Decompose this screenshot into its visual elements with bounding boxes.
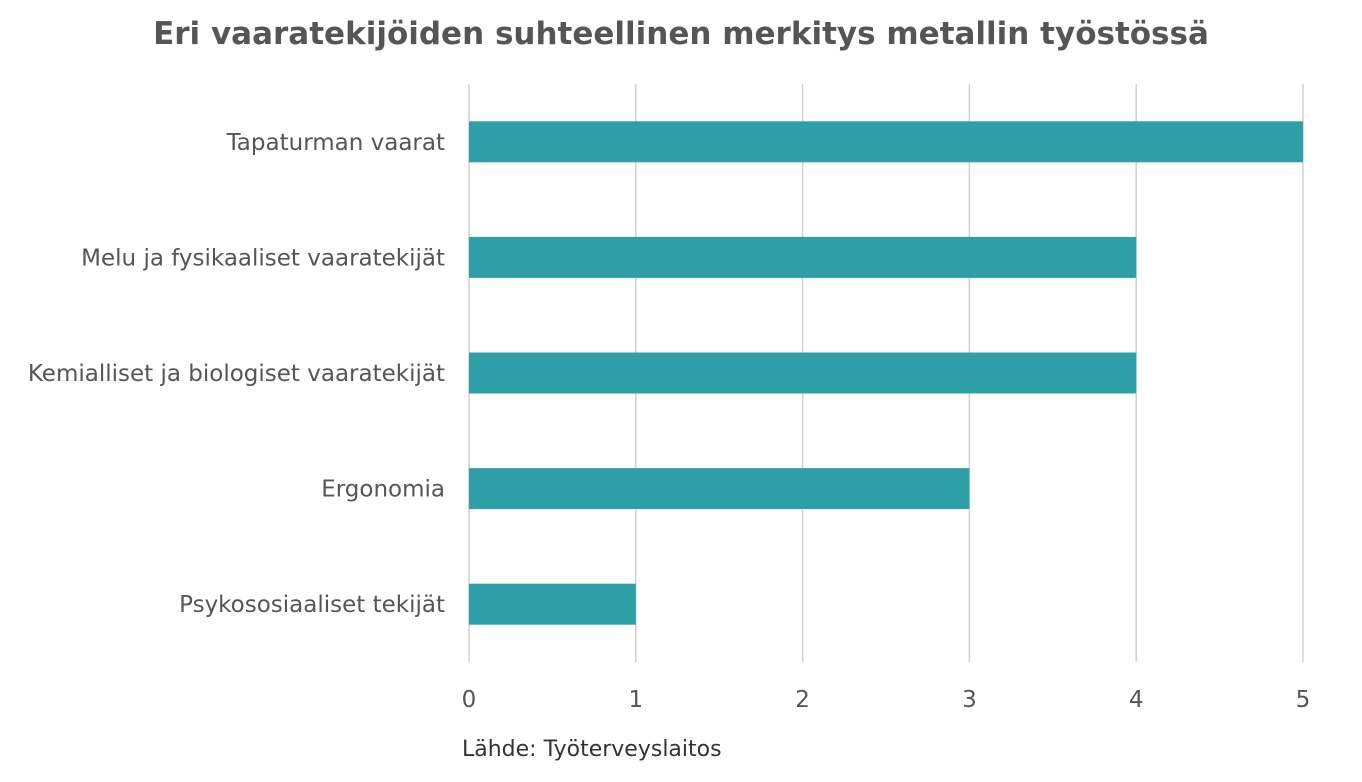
x-tick-label: 4 xyxy=(1129,687,1144,713)
x-tick-label: 0 xyxy=(462,687,477,713)
x-tick-label: 3 xyxy=(962,687,977,713)
bar xyxy=(469,121,1303,163)
bar xyxy=(469,236,1137,278)
x-tick-label: 2 xyxy=(795,687,810,713)
x-tick-label: 1 xyxy=(628,687,643,713)
bars xyxy=(469,121,1303,625)
bar xyxy=(469,468,970,510)
category-label: Psykososiaaliset tekijät xyxy=(179,592,445,618)
category-label: Melu ja fysikaaliset vaaratekijät xyxy=(81,245,445,271)
category-label: Tapaturman vaarat xyxy=(226,130,445,156)
category-label: Ergonomia xyxy=(321,477,445,503)
source-note: Lähde: Työterveyslaitos xyxy=(462,737,722,762)
bar xyxy=(469,352,1137,394)
bar xyxy=(469,583,636,625)
category-labels: Tapaturman vaarat Melu ja fysikaaliset va… xyxy=(28,130,445,618)
x-axis-ticks: 0 1 2 3 4 5 xyxy=(462,687,1311,713)
category-label: Kemialliset ja biologiset vaaratekijät xyxy=(28,361,445,387)
chart-title: Eri vaaratekijöiden suhteellinen merkity… xyxy=(153,16,1209,52)
x-tick-label: 5 xyxy=(1296,687,1311,713)
